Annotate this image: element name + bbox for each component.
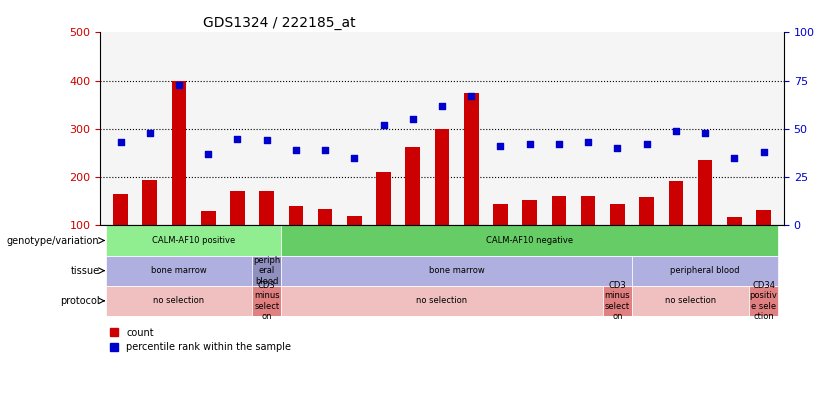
Point <box>377 122 390 128</box>
FancyBboxPatch shape <box>632 256 778 286</box>
Bar <box>610 204 625 226</box>
Point <box>435 102 449 109</box>
Text: CD3
minus
select
on: CD3 minus select on <box>254 281 279 321</box>
Point <box>727 155 741 161</box>
Bar <box>347 216 362 226</box>
Text: peripheral blood: peripheral blood <box>671 266 740 275</box>
Bar <box>172 81 186 226</box>
Bar <box>201 211 215 226</box>
FancyBboxPatch shape <box>281 256 632 286</box>
Point <box>260 137 274 144</box>
Point <box>756 149 770 155</box>
FancyBboxPatch shape <box>749 286 778 316</box>
Bar <box>640 197 654 226</box>
Bar <box>435 129 450 226</box>
FancyBboxPatch shape <box>281 286 603 316</box>
Text: no selection: no selection <box>665 296 716 305</box>
Text: periph
eral
blood: periph eral blood <box>253 256 280 286</box>
Bar <box>551 196 566 226</box>
Bar <box>405 147 420 226</box>
FancyBboxPatch shape <box>252 286 281 316</box>
Bar <box>464 93 479 226</box>
Text: tissue: tissue <box>70 266 99 276</box>
Bar <box>756 210 771 226</box>
Point <box>319 147 332 153</box>
FancyBboxPatch shape <box>252 256 281 286</box>
FancyBboxPatch shape <box>106 256 252 286</box>
Point <box>114 139 128 146</box>
FancyBboxPatch shape <box>632 286 749 316</box>
Point <box>231 135 244 142</box>
FancyBboxPatch shape <box>603 286 632 316</box>
Point <box>698 130 711 136</box>
Text: bone marrow: bone marrow <box>151 266 207 275</box>
Text: protocol: protocol <box>60 296 99 306</box>
Bar <box>289 206 304 226</box>
Bar <box>259 191 274 226</box>
Point <box>202 151 215 157</box>
Text: CD34
positiv
e sele
ction: CD34 positiv e sele ction <box>750 281 777 321</box>
FancyBboxPatch shape <box>106 226 281 256</box>
Text: bone marrow: bone marrow <box>429 266 485 275</box>
Point <box>581 139 595 146</box>
Bar <box>143 179 157 226</box>
Point <box>640 141 653 147</box>
Point <box>143 130 157 136</box>
Point <box>523 141 536 147</box>
Bar <box>230 191 244 226</box>
Text: CD3
minus
select
on: CD3 minus select on <box>605 281 631 321</box>
Bar <box>669 181 683 226</box>
Point <box>465 93 478 99</box>
Bar <box>376 173 391 226</box>
Bar <box>580 196 595 226</box>
Point <box>173 81 186 88</box>
Point <box>406 116 420 122</box>
Text: CALM-AF10 positive: CALM-AF10 positive <box>152 236 235 245</box>
Point <box>494 143 507 149</box>
Point <box>348 155 361 161</box>
FancyBboxPatch shape <box>281 226 778 256</box>
Bar <box>727 217 741 226</box>
Point <box>669 128 682 134</box>
Bar <box>318 209 333 226</box>
Bar <box>522 200 537 226</box>
Point <box>289 147 303 153</box>
Legend: count, percentile rank within the sample: count, percentile rank within the sample <box>105 324 295 356</box>
Text: no selection: no selection <box>416 296 468 305</box>
Bar <box>698 160 712 226</box>
Point <box>552 141 565 147</box>
Bar <box>493 204 508 226</box>
Text: CALM-AF10 negative: CALM-AF10 negative <box>486 236 573 245</box>
Text: GDS1324 / 222185_at: GDS1324 / 222185_at <box>203 16 355 30</box>
Point <box>610 145 624 151</box>
FancyBboxPatch shape <box>106 286 252 316</box>
Bar <box>113 194 128 226</box>
Text: no selection: no selection <box>153 296 204 305</box>
Text: genotype/variation: genotype/variation <box>7 235 99 245</box>
